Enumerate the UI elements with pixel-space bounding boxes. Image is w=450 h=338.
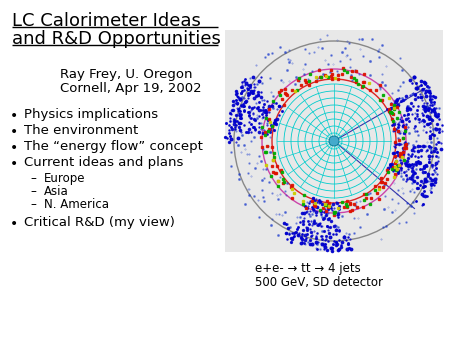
Circle shape [329,136,339,146]
Text: Europe: Europe [44,172,86,185]
Text: Current ideas and plans: Current ideas and plans [24,156,184,169]
Text: Critical R&D (my view): Critical R&D (my view) [24,216,175,229]
Text: Asia: Asia [44,185,69,198]
Text: •: • [10,157,18,171]
Text: Cornell, Apr 19, 2002: Cornell, Apr 19, 2002 [60,82,202,95]
Text: and R&D Opportunities: and R&D Opportunities [12,30,221,48]
Text: 500 GeV, SD detector: 500 GeV, SD detector [255,276,383,289]
Text: Physics implications: Physics implications [24,108,158,121]
Text: –: – [30,198,36,211]
Text: •: • [10,109,18,123]
FancyBboxPatch shape [225,30,443,252]
Text: •: • [10,141,18,155]
Text: The environment: The environment [24,124,138,137]
Text: •: • [10,217,18,231]
Text: N. America: N. America [44,198,109,211]
Text: •: • [10,125,18,139]
Text: Ray Frey, U. Oregon: Ray Frey, U. Oregon [60,68,193,81]
Text: LC Calorimeter Ideas: LC Calorimeter Ideas [12,12,201,30]
Text: –: – [30,172,36,185]
Text: The “energy flow” concept: The “energy flow” concept [24,140,203,153]
Text: e+e- → tt → 4 jets: e+e- → tt → 4 jets [255,262,361,275]
Text: –: – [30,185,36,198]
